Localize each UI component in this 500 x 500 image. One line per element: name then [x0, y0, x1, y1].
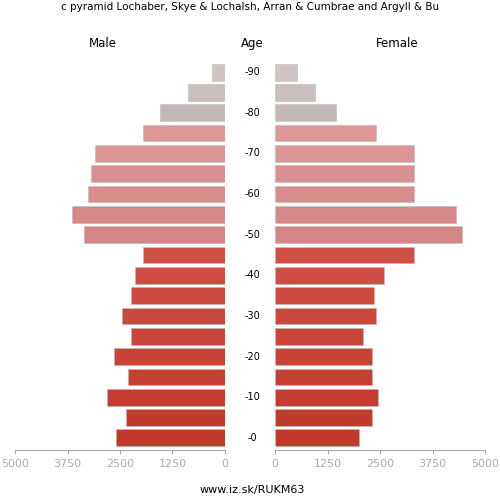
Text: -10: -10 [244, 392, 260, 402]
Bar [275, 166, 413, 182]
Bar [95, 145, 225, 162]
Bar [212, 64, 225, 80]
Bar [114, 348, 225, 365]
Bar [275, 186, 413, 202]
Bar [108, 389, 225, 406]
Bar [275, 246, 413, 264]
Bar [90, 166, 225, 182]
Bar [143, 125, 225, 142]
Bar [275, 64, 297, 80]
Text: www.iz.sk/RUKM63: www.iz.sk/RUKM63 [200, 485, 305, 495]
Bar [275, 267, 384, 283]
Bar [275, 145, 413, 162]
Bar [275, 328, 363, 344]
Bar [130, 288, 225, 304]
Bar [275, 206, 456, 222]
Bar [128, 368, 225, 385]
Text: Female: Female [376, 37, 418, 50]
Bar [116, 430, 225, 446]
Text: -50: -50 [244, 230, 260, 239]
Bar [84, 226, 225, 243]
Text: -0: -0 [248, 433, 258, 443]
Bar [160, 104, 225, 121]
Bar [126, 409, 225, 426]
Bar [188, 84, 225, 101]
Text: -60: -60 [244, 189, 260, 199]
Text: -40: -40 [244, 270, 260, 280]
Bar [275, 308, 376, 324]
Bar [275, 409, 372, 426]
Text: Male: Male [89, 37, 117, 50]
Bar [275, 389, 378, 406]
Bar [275, 288, 374, 304]
Bar [130, 328, 225, 344]
Bar [122, 308, 225, 324]
Bar [275, 430, 359, 446]
Bar [275, 104, 336, 121]
Text: c pyramid Lochaber, Skye & Lochalsh, Arran & Cumbrae and Argyll & Bu: c pyramid Lochaber, Skye & Lochalsh, Arr… [61, 2, 439, 12]
Bar [275, 348, 372, 365]
Text: Age: Age [241, 37, 264, 50]
Text: -30: -30 [244, 311, 260, 321]
Text: -70: -70 [244, 148, 260, 158]
Text: -80: -80 [244, 108, 260, 118]
Text: -20: -20 [244, 352, 260, 362]
Text: -90: -90 [244, 67, 260, 77]
Bar [134, 267, 225, 283]
Bar [275, 125, 376, 142]
Bar [275, 226, 462, 243]
Bar [143, 246, 225, 264]
Bar [275, 368, 372, 385]
Bar [88, 186, 225, 202]
Bar [275, 84, 315, 101]
Bar [72, 206, 225, 222]
